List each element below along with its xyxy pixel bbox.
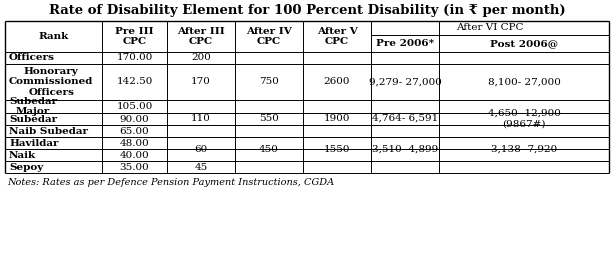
Text: After VI CPC: After VI CPC — [456, 24, 524, 33]
Text: 450: 450 — [259, 144, 279, 154]
Text: 142.50: 142.50 — [116, 78, 153, 87]
Text: 3,510- 4,899: 3,510- 4,899 — [372, 144, 438, 154]
Text: Rank: Rank — [38, 32, 69, 41]
Text: Post 2006@: Post 2006@ — [490, 39, 558, 48]
Text: 90.00: 90.00 — [120, 114, 149, 123]
Text: 8,100- 27,000: 8,100- 27,000 — [488, 78, 561, 87]
Text: 60: 60 — [195, 144, 208, 154]
Text: Sepoy: Sepoy — [9, 163, 43, 172]
Text: Subedar: Subedar — [9, 114, 57, 123]
Text: Rate of Disability Element for 100 Percent Disability (in ₹ per month): Rate of Disability Element for 100 Perce… — [49, 4, 565, 17]
Text: 170: 170 — [191, 78, 211, 87]
Text: 110: 110 — [191, 114, 211, 123]
Text: Subedar
Major: Subedar Major — [9, 97, 57, 116]
Text: 1900: 1900 — [324, 114, 350, 123]
Text: 65.00: 65.00 — [120, 126, 149, 135]
Text: 3,138- 7,920: 3,138- 7,920 — [491, 144, 557, 154]
Text: 550: 550 — [259, 114, 279, 123]
Text: Naib Subedar: Naib Subedar — [9, 126, 88, 135]
Text: 9,279- 27,000: 9,279- 27,000 — [368, 78, 441, 87]
Text: 48.00: 48.00 — [120, 138, 149, 147]
Text: 35.00: 35.00 — [120, 163, 149, 172]
Text: 1550: 1550 — [324, 144, 350, 154]
Text: 4,650- 12,900
(9867#): 4,650- 12,900 (9867#) — [488, 109, 561, 128]
Text: After III
CPC: After III CPC — [177, 27, 225, 46]
Text: 4,764- 6,591: 4,764- 6,591 — [372, 114, 438, 123]
Text: Naik: Naik — [9, 151, 36, 159]
Text: Officers: Officers — [9, 54, 55, 62]
Text: Pre 2006*: Pre 2006* — [376, 39, 434, 48]
Text: Havildar: Havildar — [9, 138, 58, 147]
Text: 40.00: 40.00 — [120, 151, 149, 159]
Text: 200: 200 — [191, 54, 211, 62]
Text: After V
CPC: After V CPC — [317, 27, 357, 46]
Text: After IV
CPC: After IV CPC — [246, 27, 292, 46]
Text: 170.00: 170.00 — [116, 54, 153, 62]
Text: Pre III
CPC: Pre III CPC — [115, 27, 154, 46]
Text: 45: 45 — [195, 163, 208, 172]
Text: 105.00: 105.00 — [116, 102, 153, 111]
Text: Honorary
Commissioned
Officers: Honorary Commissioned Officers — [9, 67, 93, 97]
Text: 750: 750 — [259, 78, 279, 87]
Text: 2600: 2600 — [324, 78, 350, 87]
Text: Notes: Rates as per Defence Pension Payment Instructions, CGDA: Notes: Rates as per Defence Pension Paym… — [7, 178, 334, 187]
